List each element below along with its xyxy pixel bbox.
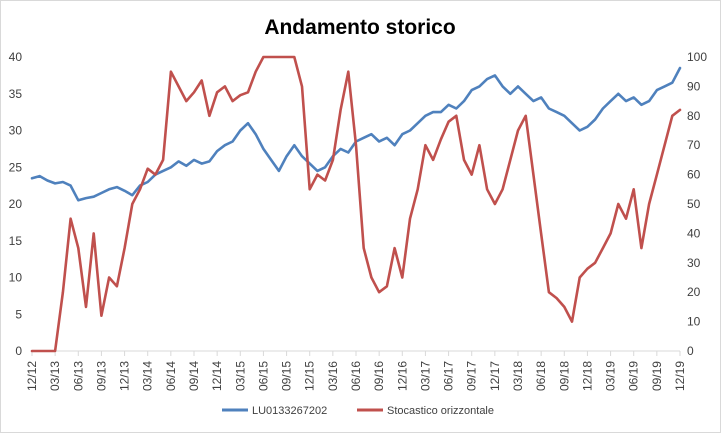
x-axis-tick-label: 09/14	[187, 361, 201, 391]
x-axis-tick-label: 09/16	[372, 361, 386, 391]
legend-label: LU0133267202	[252, 405, 327, 417]
series-line-2	[30, 55, 682, 353]
right-axis-tick-label: 0	[687, 344, 694, 358]
x-axis-tick-label: 06/19	[627, 361, 641, 391]
x-axis-tick-label: 03/13	[48, 361, 62, 391]
left-axis-tick-label: 5	[15, 307, 22, 321]
x-axis-tick-label: 03/19	[604, 361, 618, 391]
left-axis-tick-label: 20	[9, 197, 23, 211]
legend-label: Stocastico orizzontale	[387, 405, 494, 417]
x-axis-tick-label: 03/15	[233, 361, 247, 391]
left-axis-tick-labels: 0 5 10 15 20 25 30 35 40	[9, 50, 23, 358]
x-axis-tick-labels: 12/12 03/13 06/13 09/13 12/13 03/14 06/14 09/14…	[25, 361, 687, 391]
x-axis-tick-label: 03/16	[326, 361, 340, 391]
x-axis-tick-label: 12/14	[210, 361, 224, 391]
right-axis-tick-label: 100	[687, 50, 707, 64]
right-axis-tick-label: 10	[687, 315, 701, 329]
left-axis-tick-label: 40	[9, 50, 23, 64]
chart-title: Andamento storico	[264, 16, 455, 39]
x-axis-tick-label: 12/13	[118, 361, 132, 391]
x-axis-tick-label: 03/14	[141, 361, 155, 391]
left-axis-tick-label: 0	[15, 344, 22, 358]
x-axis-tick-label: 12/17	[488, 361, 502, 391]
left-axis-tick-label: 10	[9, 271, 23, 285]
left-axis-tick-label: 15	[9, 234, 23, 248]
x-axis-tick-label: 09/13	[94, 361, 108, 391]
right-axis-tick-label: 50	[687, 197, 701, 211]
left-axis-tick-label: 35	[9, 87, 23, 101]
x-axis-tick-label: 06/14	[164, 361, 178, 391]
left-axis-tick-label: 30	[9, 124, 23, 138]
x-axis-tick-label: 03/18	[511, 361, 525, 391]
x-axis-tick-label: 12/19	[673, 361, 687, 391]
x-axis-tick-label: 06/16	[349, 361, 363, 391]
x-axis-tick-label: 12/18	[580, 361, 594, 391]
x-axis-tick-label: 09/19	[650, 361, 664, 391]
right-axis-tick-label: 40	[687, 226, 701, 240]
right-axis-tick-label: 20	[687, 285, 701, 299]
right-axis-tick-labels: 0 10 20 30 40 50 60 70 80 90 100	[687, 50, 707, 358]
x-axis-tick-label: 09/18	[557, 361, 571, 391]
x-axis-tick-label: 09/17	[465, 361, 479, 391]
x-axis-tick-label: 12/15	[303, 361, 317, 391]
series-lines	[30, 55, 682, 353]
x-axis-tick-label: 06/13	[71, 361, 85, 391]
x-axis-tick-marks	[31, 351, 681, 356]
right-axis-tick-label: 70	[687, 138, 701, 152]
right-axis-tick-label: 80	[687, 109, 701, 123]
left-axis-tick-label: 25	[9, 160, 23, 174]
right-axis-tick-label: 30	[687, 256, 701, 270]
legend: LU0133267202 Stocastico orizzontale	[222, 405, 494, 417]
x-axis-tick-label: 03/17	[418, 361, 432, 391]
x-axis-tick-label: 09/15	[280, 361, 294, 391]
x-axis-tick-label: 06/18	[534, 361, 548, 391]
x-axis-tick-label: 06/15	[256, 361, 270, 391]
x-axis-tick-label: 06/17	[442, 361, 456, 391]
x-axis-tick-label: 12/12	[25, 361, 39, 391]
right-axis-tick-label: 60	[687, 168, 701, 182]
right-axis-tick-label: 90	[687, 79, 701, 93]
x-axis-tick-label: 12/16	[395, 361, 409, 391]
